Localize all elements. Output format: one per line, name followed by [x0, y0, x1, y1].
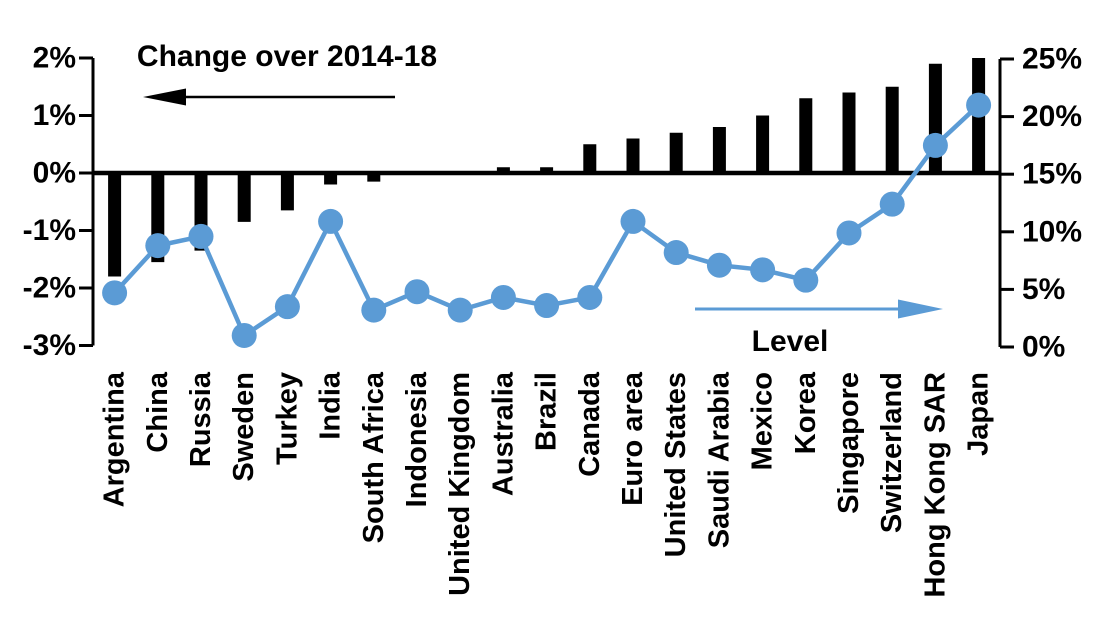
point-india	[318, 208, 344, 234]
point-china	[145, 233, 171, 259]
left-tick-label-0: 0%	[33, 157, 76, 190]
point-japan	[966, 92, 992, 118]
right-tick-label-0: 0%	[1022, 331, 1065, 364]
point-brazil	[534, 293, 560, 319]
bar-united-states	[669, 132, 683, 173]
bar-euro-area	[626, 138, 640, 173]
category-labels-layer: Argentina China Russia Sweden Turkey India Sou…	[99, 371, 995, 597]
point-indonesia	[404, 279, 430, 305]
x-label-saudi-arabia: Saudi Arabia	[703, 371, 735, 548]
x-label-argentina: Argentina	[99, 371, 131, 507]
bar-india	[324, 173, 338, 185]
x-label-australia: Australia	[487, 371, 519, 496]
point-saudi-arabia	[706, 252, 732, 278]
point-united-kingdom	[447, 297, 473, 323]
point-russia	[188, 223, 214, 249]
x-label-united-kingdom: United Kingdom	[444, 372, 476, 596]
x-label-brazil: Brazil	[531, 372, 563, 451]
x-label-indonesia: Indonesia	[401, 371, 433, 507]
bar-singapore	[842, 92, 856, 173]
right-tick-label-10: 10%	[1022, 215, 1082, 248]
x-label-united-states: United States	[660, 372, 692, 557]
right-tick-label-15: 15%	[1022, 158, 1082, 191]
left-tick-label-1: 1%	[33, 99, 76, 132]
x-label-south-africa: South Africa	[358, 371, 390, 543]
level-arrow-right-icon	[898, 299, 943, 319]
level-line-layer	[102, 92, 992, 348]
bar-canada	[583, 144, 597, 173]
left-tick-label--3: -3%	[23, 329, 76, 362]
bar-australia	[496, 167, 510, 173]
left-tick-label-2: 2%	[33, 42, 76, 75]
right-tick-label-5: 5%	[1022, 273, 1065, 306]
point-euro-area	[620, 208, 646, 234]
point-mexico	[750, 257, 776, 283]
point-hong-kong-sar	[922, 132, 948, 158]
x-label-sweden: Sweden	[228, 372, 260, 482]
x-label-canada: Canada	[574, 371, 606, 477]
right-tick-label-25: 25%	[1022, 43, 1082, 76]
axes-layer: 2% 1% 0% -1% -2% -3% 25% 20% 15% 10% 5% 0%	[23, 42, 1082, 364]
point-turkey	[274, 294, 300, 320]
point-sweden	[231, 322, 257, 348]
point-argentina	[102, 280, 128, 306]
x-label-russia: Russia	[185, 371, 217, 467]
x-label-mexico: Mexico	[747, 372, 779, 470]
point-canada	[577, 284, 603, 310]
point-south-africa	[361, 297, 387, 323]
bar-argentina	[108, 173, 122, 277]
x-label-japan: Japan	[963, 372, 995, 456]
point-united-states	[663, 240, 689, 266]
change-arrow-left-icon	[143, 88, 186, 106]
bar-switzerland	[885, 86, 899, 173]
x-label-china: China	[142, 371, 174, 452]
x-label-korea: Korea	[790, 371, 822, 454]
x-label-switzerland: Switzerland	[876, 372, 908, 533]
point-korea	[793, 267, 819, 293]
x-label-singapore: Singapore	[833, 372, 865, 514]
x-label-euro-area: Euro area	[617, 371, 649, 506]
bar-brazil	[540, 167, 554, 173]
x-label-hong-kong-sar: Hong Kong SAR	[919, 372, 951, 598]
point-switzerland	[879, 191, 905, 217]
bar-korea	[799, 98, 813, 173]
left-tick-label--1: -1%	[23, 214, 76, 247]
x-label-turkey: Turkey	[271, 372, 303, 465]
point-singapore	[836, 220, 862, 246]
bar-mexico	[756, 115, 770, 173]
bar-sweden	[237, 173, 251, 222]
point-australia	[490, 284, 516, 310]
left-tick-label--2: -2%	[23, 272, 76, 305]
bar-saudi-arabia	[712, 127, 726, 173]
chart-title: Change over 2014-18	[137, 40, 437, 73]
bar-turkey	[280, 173, 294, 211]
level-label: Level	[752, 325, 829, 358]
bar-south-africa	[367, 173, 381, 182]
x-label-india: India	[315, 371, 347, 440]
right-tick-label-20: 20%	[1022, 100, 1082, 133]
